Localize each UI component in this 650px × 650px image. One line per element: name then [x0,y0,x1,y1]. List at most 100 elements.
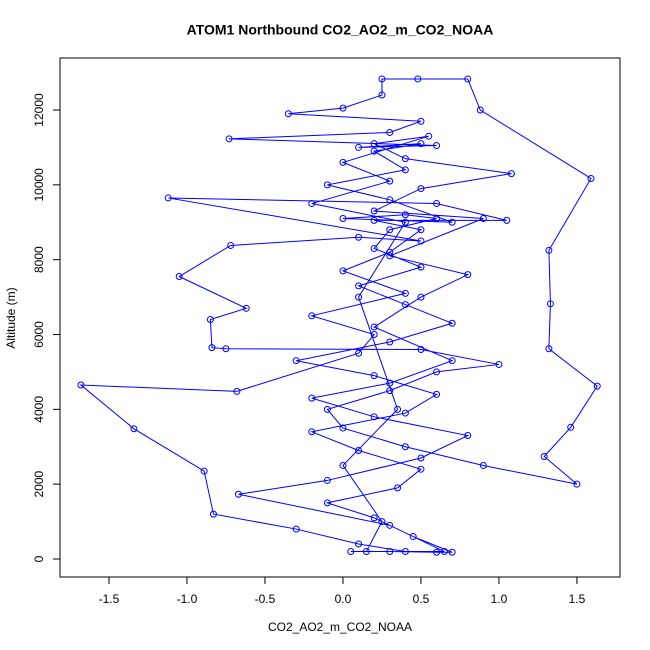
data-point [339,424,347,432]
data-point [370,244,378,252]
data-point [433,390,441,398]
data-point [323,499,331,507]
data-point [292,357,300,365]
data-point [440,548,448,556]
data-point [378,91,386,99]
data-point [448,357,456,365]
data-point [370,207,378,215]
data-point [225,135,233,143]
data-point [323,405,331,413]
x-axis-label: CO2_AO2_m_CO2_NOAA [268,620,412,634]
data-point [355,349,363,357]
data-point [401,409,409,417]
data-point [355,233,363,241]
data-point [401,548,409,556]
data-point [227,241,235,249]
data-point [448,548,456,556]
data-point [479,215,487,223]
data-point [292,525,300,533]
data-point [401,211,409,219]
data-point [308,394,316,402]
data-point [206,316,214,324]
data-point [417,140,425,148]
data-point [200,467,208,475]
data-point [234,490,242,498]
data-point [339,461,347,469]
data-point [394,405,402,413]
x-tick-label: 1.5 [569,592,586,606]
data-point [355,143,363,151]
data-point [164,194,172,202]
data-point [77,381,85,389]
data-point [370,216,378,224]
data-point [130,425,138,433]
data-point [370,147,378,155]
data-point [417,465,425,473]
data-point [417,293,425,301]
data-point [323,476,331,484]
data-point [417,226,425,234]
data-point [573,480,581,488]
data-point [433,215,441,223]
data-point [355,282,363,290]
data-point [339,104,347,112]
x-tick-label: -1.0 [177,592,198,606]
data-point [308,428,316,436]
data-point [417,185,425,193]
data-point [417,237,425,245]
data-point [339,158,347,166]
data-point [593,382,601,390]
data-point [401,289,409,297]
data-point [409,533,417,541]
data-point [378,75,386,83]
data-point [433,142,441,150]
data-point [370,331,378,339]
data-point [545,246,553,254]
x-tick-label: -1.5 [99,592,120,606]
y-tick-label: 12000 [32,93,46,127]
data-point [386,196,394,204]
data-point [355,540,363,548]
data-point [233,387,241,395]
data-point [567,423,575,431]
data-point [546,300,554,308]
data-point [208,344,216,352]
data-point [386,387,394,395]
data-point [242,304,250,312]
data-point [587,174,595,182]
data-point [401,301,409,309]
data-point [401,155,409,163]
data-point [308,200,316,208]
data-point [414,75,422,83]
data-point [433,368,441,376]
data-point [540,452,548,460]
data-point [386,252,394,260]
data-point [545,345,553,353]
data-point [355,293,363,301]
data-line [79,78,598,553]
data-point [401,218,409,226]
data-point [323,181,331,189]
data-point [417,263,425,271]
x-tick-label: -0.5 [255,592,276,606]
data-point [386,248,394,256]
y-tick-label: 4000 [32,396,46,423]
data-point [448,319,456,327]
data-point [175,273,183,281]
data-point [464,432,472,440]
data-point [401,443,409,451]
data-point [417,454,425,462]
data-point [417,345,425,353]
data-point [370,323,378,331]
data-point [433,200,441,208]
data-point [386,521,394,529]
data-point [370,140,378,148]
data-point [386,177,394,185]
y-tick-label: 2000 [32,471,46,498]
data-point [417,117,425,125]
data-point [386,226,394,234]
data-point [386,548,394,556]
data-point [347,548,355,556]
data-point [464,271,472,279]
